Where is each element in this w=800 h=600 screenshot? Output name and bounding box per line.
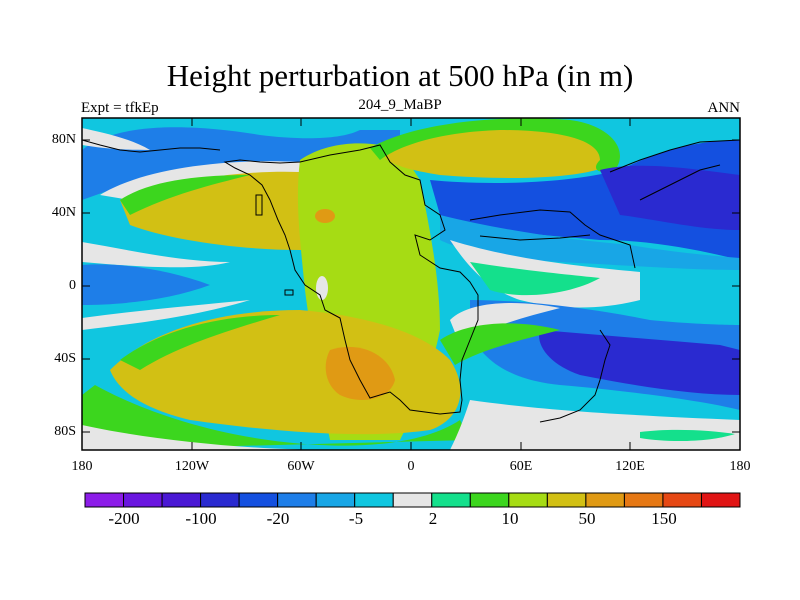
lat-label-80s: 80S bbox=[54, 424, 76, 439]
contour-fill bbox=[82, 118, 740, 450]
colorbar-swatch bbox=[354, 492, 394, 508]
colorbar bbox=[84, 492, 741, 508]
coastline-outlines bbox=[82, 139, 740, 423]
colorbar-swatch bbox=[200, 492, 240, 508]
colorbar-label: 50 bbox=[578, 509, 596, 528]
lat-label-80n: 80N bbox=[51, 132, 76, 147]
colorbar-label: -5 bbox=[348, 509, 364, 528]
lon-label-60e: 60E bbox=[509, 459, 533, 474]
colorbar-swatch bbox=[585, 492, 625, 508]
axis-ticks bbox=[81, 118, 741, 450]
colorbar-swatch bbox=[700, 492, 741, 508]
lon-label-120w: 120W bbox=[174, 459, 210, 474]
lon-label-180e: 180 bbox=[729, 459, 751, 474]
period-label: 204_9_MaBP bbox=[358, 97, 442, 113]
colorbar-swatch bbox=[431, 492, 471, 508]
colorbar-label: -100 bbox=[185, 509, 217, 528]
colorbar-swatch bbox=[238, 492, 279, 508]
colorbar-swatch bbox=[315, 492, 356, 508]
lon-label-60w: 60W bbox=[287, 459, 315, 474]
colorbar-swatch bbox=[662, 492, 702, 508]
lat-label-40n: 40N bbox=[51, 205, 76, 220]
lat-label-40s: 40S bbox=[54, 351, 76, 366]
colorbar-label: -200 bbox=[108, 509, 140, 528]
lon-label-120e: 120E bbox=[615, 459, 645, 474]
colorbar-swatch bbox=[161, 492, 202, 508]
lat-label-0: 0 bbox=[69, 278, 76, 293]
season-label: ANN bbox=[707, 100, 741, 116]
colorbar-swatch bbox=[469, 492, 510, 508]
lon-label-0: 0 bbox=[407, 459, 415, 474]
experiment-label: Expt = tfkEp bbox=[81, 100, 159, 116]
colorbar-swatch bbox=[546, 492, 587, 508]
colorbar-swatch bbox=[508, 492, 548, 508]
colorbar-label: 10 bbox=[501, 509, 519, 528]
colorbar-swatch bbox=[84, 492, 125, 508]
colorbar-label: 150 bbox=[651, 509, 677, 528]
colorbar-swatch bbox=[123, 492, 163, 508]
colorbar-swatch bbox=[623, 492, 664, 508]
colorbar-label: 2 bbox=[428, 509, 438, 528]
colorbar-swatch bbox=[277, 492, 317, 508]
colorbar-swatch bbox=[392, 492, 433, 508]
map-title: Height perturbation at 500 hPa (in m) bbox=[166, 58, 634, 93]
colorbar-label: -20 bbox=[266, 509, 290, 528]
lon-label-180w: 180 bbox=[71, 459, 93, 474]
